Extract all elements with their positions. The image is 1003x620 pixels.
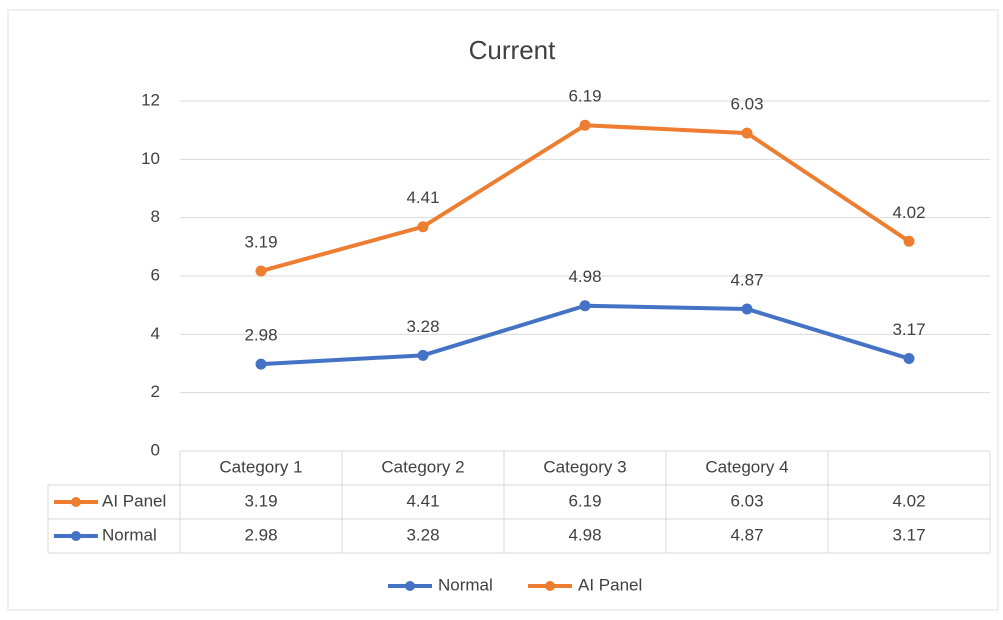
legend-label: AI Panel	[578, 575, 642, 594]
table-cell: 4.02	[892, 491, 925, 510]
table-row-label: Normal	[102, 525, 157, 544]
marker	[255, 265, 267, 277]
table-cell: 4.87	[730, 525, 763, 544]
y-tick-label: 4	[151, 324, 160, 343]
marker	[741, 127, 753, 139]
data-label: 2.98	[244, 326, 277, 345]
y-tick-label: 12	[141, 90, 160, 109]
data-label: 3.28	[406, 317, 439, 336]
legend-key-marker	[545, 581, 555, 591]
x-tick-label: Category 1	[219, 457, 302, 476]
x-tick-label: Category 4	[705, 457, 788, 476]
table-cell: 2.98	[244, 525, 277, 544]
chart-title: Current	[469, 35, 556, 65]
marker	[417, 221, 429, 233]
table-cell: 4.98	[568, 525, 601, 544]
data-label: 6.19	[568, 87, 601, 106]
chart-border	[7, 9, 999, 611]
legend-label: Normal	[438, 575, 493, 594]
data-label: 4.02	[892, 203, 925, 222]
legend-key-marker	[71, 531, 81, 541]
y-tick-label: 10	[141, 149, 160, 168]
table-row-label: AI Panel	[102, 491, 166, 510]
marker	[903, 235, 915, 247]
marker	[903, 353, 915, 365]
marker	[255, 358, 267, 370]
data-label: 4.87	[730, 270, 763, 289]
x-tick-label: Category 2	[381, 457, 464, 476]
table-cell: 6.19	[568, 491, 601, 510]
y-tick-label: 8	[151, 207, 160, 226]
data-label: 4.41	[406, 188, 439, 207]
data-label: 3.19	[244, 233, 277, 252]
y-tick-label: 0	[151, 440, 160, 459]
data-label: 4.98	[568, 267, 601, 286]
data-label: 3.17	[892, 320, 925, 339]
table-cell: 3.19	[244, 491, 277, 510]
y-tick-label: 2	[151, 382, 160, 401]
legend-key-marker	[405, 581, 415, 591]
table-cell: 3.28	[406, 525, 439, 544]
legend-key-marker	[71, 497, 81, 507]
table-cell: 4.41	[406, 491, 439, 510]
data-label: 6.03	[730, 95, 763, 114]
table-cell: 6.03	[730, 491, 763, 510]
marker	[417, 349, 429, 361]
marker	[579, 119, 591, 131]
x-tick-label: Category 3	[543, 457, 626, 476]
marker	[741, 303, 753, 315]
table-cell: 3.17	[892, 525, 925, 544]
y-tick-label: 6	[151, 265, 160, 284]
marker	[579, 300, 591, 312]
